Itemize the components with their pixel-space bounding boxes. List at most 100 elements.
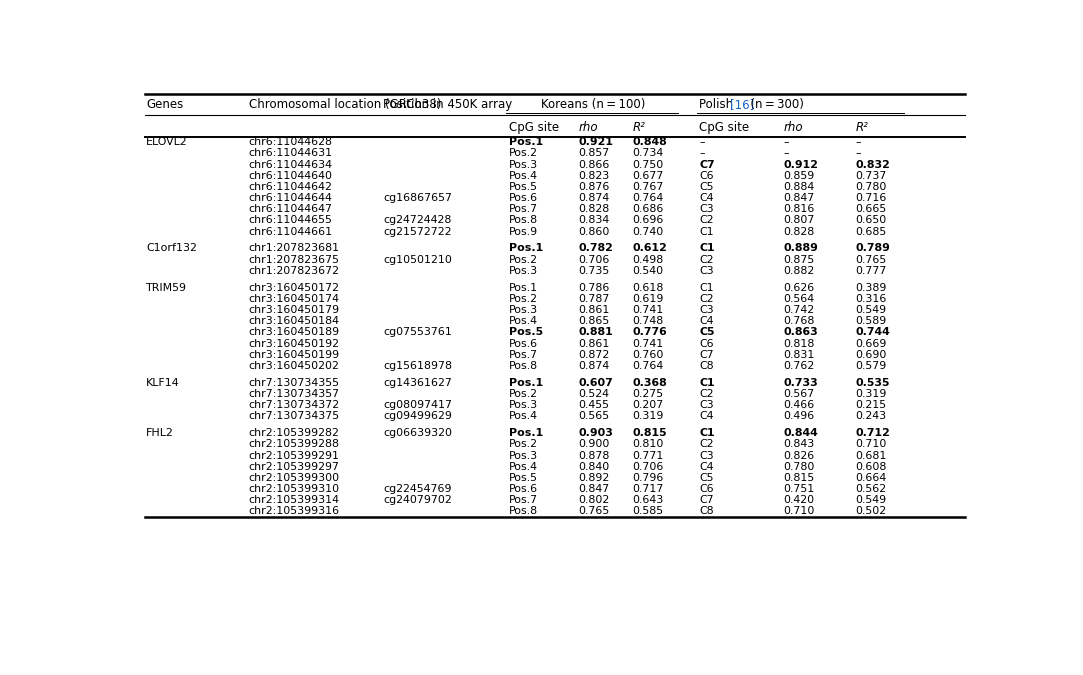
Text: Genes: Genes <box>146 98 183 111</box>
Text: C1: C1 <box>700 244 715 254</box>
Text: R²: R² <box>856 122 869 134</box>
Text: 0.866: 0.866 <box>578 159 610 169</box>
Text: 0.863: 0.863 <box>783 327 818 338</box>
Text: C1: C1 <box>700 227 714 237</box>
Text: C6: C6 <box>700 171 714 181</box>
Text: 0.207: 0.207 <box>632 400 664 410</box>
Text: chr3:160450192: chr3:160450192 <box>249 339 340 348</box>
Text: 0.831: 0.831 <box>783 350 814 360</box>
Text: 0.612: 0.612 <box>632 244 667 254</box>
Text: C2: C2 <box>700 254 714 265</box>
Text: chr6:11044640: chr6:11044640 <box>249 171 332 181</box>
Text: 0.737: 0.737 <box>856 171 887 181</box>
Text: 0.750: 0.750 <box>632 159 664 169</box>
Text: 0.562: 0.562 <box>856 484 887 494</box>
Text: –: – <box>700 137 705 147</box>
Text: chr2:105399300: chr2:105399300 <box>249 473 340 483</box>
Text: 0.710: 0.710 <box>783 506 814 516</box>
Text: Pos.4: Pos.4 <box>509 171 538 181</box>
Text: 0.564: 0.564 <box>783 294 814 304</box>
Text: C5: C5 <box>700 473 714 483</box>
Text: 0.834: 0.834 <box>578 215 610 225</box>
Text: 0.717: 0.717 <box>632 484 664 494</box>
Text: Pos.6: Pos.6 <box>509 193 538 203</box>
Text: C7: C7 <box>700 159 715 169</box>
Text: C2: C2 <box>700 439 714 450</box>
Text: 0.776: 0.776 <box>632 327 667 338</box>
Text: 0.549: 0.549 <box>856 305 887 315</box>
Text: Koreans (n = 100): Koreans (n = 100) <box>542 98 645 111</box>
Text: 0.742: 0.742 <box>783 305 814 315</box>
Text: 0.861: 0.861 <box>578 339 610 348</box>
Text: Polish: Polish <box>700 98 736 111</box>
Text: chr2:105399288: chr2:105399288 <box>249 439 340 450</box>
Text: 0.889: 0.889 <box>783 244 819 254</box>
Text: chr6:11044628: chr6:11044628 <box>249 137 332 147</box>
Text: Pos.4: Pos.4 <box>509 462 538 472</box>
Text: 0.912: 0.912 <box>783 159 819 169</box>
Text: chr3:160450174: chr3:160450174 <box>249 294 340 304</box>
Text: 0.878: 0.878 <box>578 451 610 460</box>
Text: 0.565: 0.565 <box>578 411 610 421</box>
Text: FHL2: FHL2 <box>146 428 174 438</box>
Text: 0.780: 0.780 <box>783 462 814 472</box>
Text: 0.802: 0.802 <box>578 495 610 506</box>
Text: chr2:105399291: chr2:105399291 <box>249 451 340 460</box>
Text: Pos.5: Pos.5 <box>509 327 543 338</box>
Text: chr2:105399282: chr2:105399282 <box>249 428 340 438</box>
Text: 0.316: 0.316 <box>856 294 887 304</box>
Text: chr1:207823675: chr1:207823675 <box>249 254 340 265</box>
Text: C2: C2 <box>700 389 714 399</box>
Text: 0.874: 0.874 <box>578 193 610 203</box>
Text: 0.420: 0.420 <box>783 495 814 506</box>
Text: 0.847: 0.847 <box>783 193 814 203</box>
Text: –: – <box>856 148 861 159</box>
Text: C3: C3 <box>700 400 714 410</box>
Text: 0.816: 0.816 <box>783 205 814 214</box>
Text: 0.389: 0.389 <box>856 283 887 293</box>
Text: Pos.3: Pos.3 <box>509 159 538 169</box>
Text: 0.735: 0.735 <box>578 266 610 276</box>
Text: chr6:11044642: chr6:11044642 <box>249 182 332 192</box>
Text: chr6:11044634: chr6:11044634 <box>249 159 332 169</box>
Text: 0.690: 0.690 <box>856 350 887 360</box>
Text: –: – <box>700 148 705 159</box>
Text: 0.685: 0.685 <box>856 227 887 237</box>
Text: 0.734: 0.734 <box>632 148 664 159</box>
Text: 0.857: 0.857 <box>578 148 610 159</box>
Text: chr3:160450202: chr3:160450202 <box>249 361 340 371</box>
Text: –: – <box>856 137 861 147</box>
Text: 0.741: 0.741 <box>632 305 664 315</box>
Text: cg22454769: cg22454769 <box>383 484 452 494</box>
Text: 0.650: 0.650 <box>856 215 887 225</box>
Text: cg10501210: cg10501210 <box>383 254 452 265</box>
Text: 0.275: 0.275 <box>632 389 664 399</box>
Text: 0.706: 0.706 <box>578 254 610 265</box>
Text: chr6:11044631: chr6:11044631 <box>249 148 332 159</box>
Text: 0.848: 0.848 <box>632 137 667 147</box>
Text: chr7:130734372: chr7:130734372 <box>249 400 340 410</box>
Text: cg16867657: cg16867657 <box>383 193 452 203</box>
Text: chr7:130734375: chr7:130734375 <box>249 411 340 421</box>
Text: 0.875: 0.875 <box>783 254 814 265</box>
Text: 0.319: 0.319 <box>856 389 887 399</box>
Text: 0.579: 0.579 <box>856 361 887 371</box>
Text: C1: C1 <box>700 378 715 388</box>
Text: chr6:11044644: chr6:11044644 <box>249 193 332 203</box>
Text: 0.712: 0.712 <box>856 428 890 438</box>
Text: cg14361627: cg14361627 <box>383 378 452 388</box>
Text: cg09499629: cg09499629 <box>383 411 452 421</box>
Text: CpG site: CpG site <box>700 122 749 134</box>
Text: Pos.4: Pos.4 <box>509 411 538 421</box>
Text: Pos.1: Pos.1 <box>509 244 544 254</box>
Text: C6: C6 <box>700 339 714 348</box>
Text: 0.768: 0.768 <box>783 317 814 326</box>
Text: Pos.3: Pos.3 <box>509 305 538 315</box>
Text: cg07553761: cg07553761 <box>383 327 452 338</box>
Text: C4: C4 <box>700 193 714 203</box>
Text: cg06639320: cg06639320 <box>383 428 452 438</box>
Text: [16]: [16] <box>730 98 754 111</box>
Text: Pos.7: Pos.7 <box>509 205 538 214</box>
Text: Pos.7: Pos.7 <box>509 350 538 360</box>
Text: 0.748: 0.748 <box>632 317 664 326</box>
